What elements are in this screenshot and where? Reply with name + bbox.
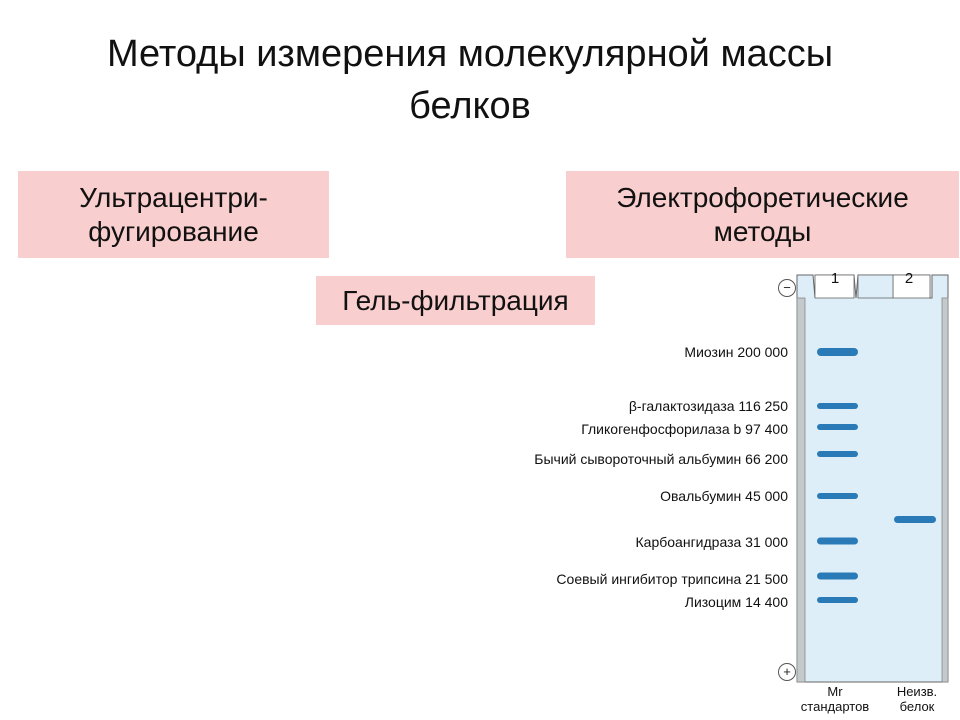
method-gel-filtration-box: Гель-фильтрация [316,276,595,325]
title-line-2: белков [409,85,531,127]
gel-top-mid [857,274,894,299]
gel-slab [796,274,949,683]
page-title: Методы измерения молекулярной массы белк… [0,28,940,132]
cathode-minus-icon: − [778,279,796,297]
method-ultracentrifugation-box: Ультрацентри- фугирование [18,171,329,258]
standard-band-6 [817,537,858,545]
standard-label-phosphorylase: Гликогенфосфорилаза b 97 400 [581,421,788,437]
standard-band-7 [817,572,858,580]
standard-label-galactosidase: β-галактозидаза 116 250 [628,398,788,414]
standard-label-ovalbumin: Овальбумин 45 000 [660,488,788,504]
standard-band-2 [817,403,858,409]
standard-band-5 [817,493,858,499]
standard-label-lysozyme: Лизоцим 14 400 [684,594,788,610]
electrophoresis-line-1: Электрофоретические [616,181,909,213]
gel-right-edge [941,297,949,683]
standard-label-carbonic-anhydrase: Карбоангидраза 31 000 [635,534,788,550]
standard-band-1 [817,348,858,356]
lane-number-1: 1 [830,270,840,287]
lane-1-caption: Mr стандартов [790,684,880,714]
standard-band-8 [817,597,858,603]
lane-1-caption-line-2: стандартов [800,699,870,714]
electrophoresis-line-2: методы [713,215,812,247]
standard-label-myosin: Миозин 200 000 [684,344,788,360]
standard-band-3 [817,424,858,430]
bands-layer [817,348,936,603]
lane-2-caption-line-2: белок [899,699,935,714]
lane-2-caption-line-1: Неизв. [896,684,938,699]
lane-2-caption: Неизв. белок [880,684,954,714]
title-line-1: Методы измерения молекулярной массы [106,33,834,75]
method-electrophoresis-box: Электрофоретические методы [566,171,959,258]
well-1 [814,274,855,299]
lane-number-2: 2 [904,270,914,287]
standard-label-trypsin-inhibitor: Соевый ингибитор трипсина 21 500 [556,571,788,587]
standard-band-4 [817,451,858,457]
gel-filtration-label: Гель-фильтрация [342,284,569,316]
gel-left-edge [796,297,806,683]
lane-1-caption-line-1: Mr [827,684,843,699]
anode-plus-icon: + [778,663,796,681]
standard-label-bsa: Бычий сывороточный альбумин 66 200 [534,451,788,467]
ultracentrifugation-line-2: фугирование [88,215,259,247]
unknown-protein-band [894,516,936,523]
ultracentrifugation-line-1: Ультрацентри- [79,181,268,213]
